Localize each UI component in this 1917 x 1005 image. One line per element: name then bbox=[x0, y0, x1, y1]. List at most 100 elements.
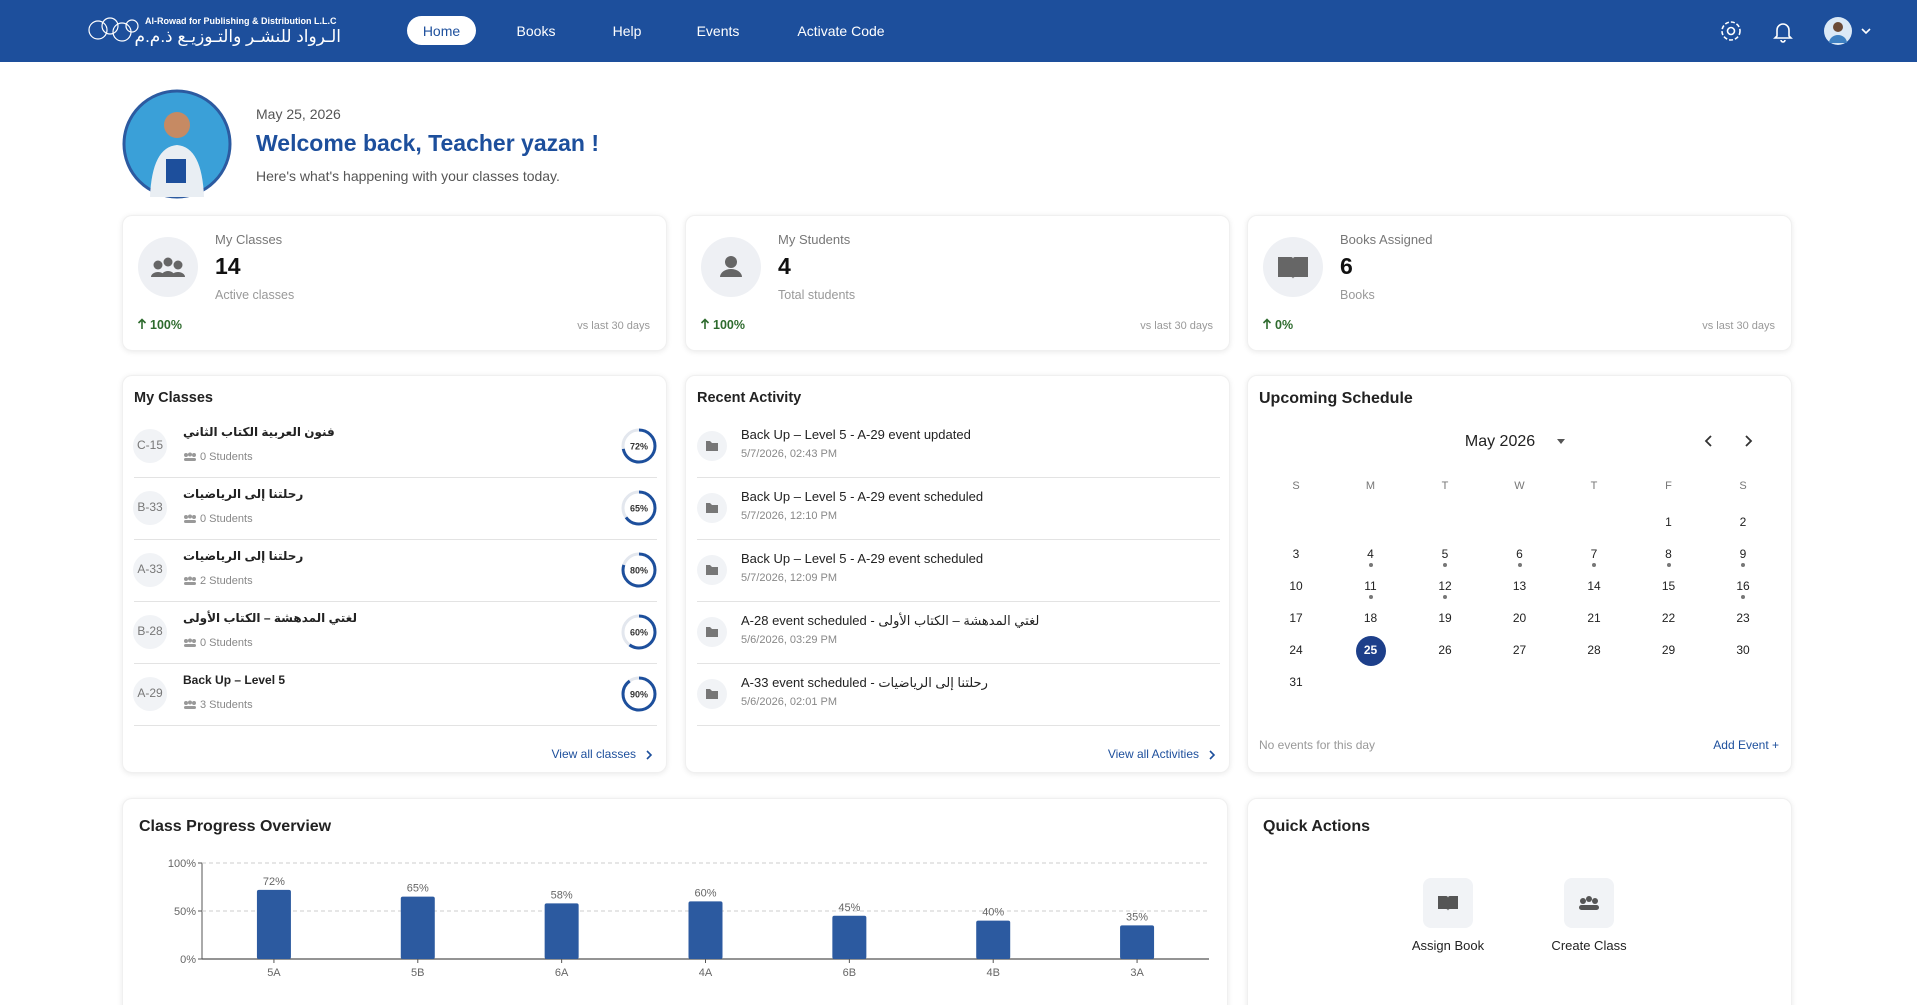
calendar-day[interactable]: 16 bbox=[1736, 579, 1750, 593]
nav-link[interactable]: Activate Code bbox=[797, 23, 885, 39]
activity-title: رحلتنا إلى الرياضيات - A-33 event schedu… bbox=[741, 675, 988, 690]
row-divider bbox=[134, 539, 657, 540]
class-name[interactable]: Back Up – Level 5 bbox=[183, 673, 286, 687]
bar bbox=[256, 889, 291, 959]
people bbox=[192, 515, 196, 519]
welcome-date: May 25, 2026 bbox=[256, 106, 341, 122]
calendar-day[interactable]: 25 bbox=[1363, 643, 1378, 657]
stat-change: 100% bbox=[713, 318, 745, 332]
ring-progress bbox=[621, 428, 657, 464]
add-event-link[interactable]: Add Event + bbox=[1713, 738, 1779, 752]
calendar-day[interactable]: 12 bbox=[1438, 579, 1452, 593]
row-divider bbox=[697, 477, 1220, 478]
calendar-day[interactable]: 29 bbox=[1661, 643, 1676, 657]
calendar-day[interactable]: 19 bbox=[1438, 611, 1452, 625]
nav-link[interactable]: Books bbox=[516, 23, 556, 39]
action-icon bbox=[1438, 896, 1458, 911]
logo-mark bbox=[88, 17, 139, 42]
calendar-day[interactable]: 10 bbox=[1289, 579, 1303, 593]
calendar-day[interactable]: 14 bbox=[1587, 579, 1601, 593]
people bbox=[163, 257, 173, 267]
calendar-day[interactable]: 5 bbox=[1441, 547, 1449, 561]
quick-action-button[interactable] bbox=[1423, 878, 1473, 928]
calendar-day[interactable]: 22 bbox=[1661, 611, 1676, 625]
view-all-activities-link[interactable]: View all Activities bbox=[1107, 747, 1199, 761]
people bbox=[184, 577, 188, 581]
calendar-day[interactable]: 20 bbox=[1512, 611, 1527, 625]
trend-up-icon bbox=[700, 318, 710, 329]
stat-caption: Active classes bbox=[215, 288, 295, 302]
calendar-day[interactable]: 8 bbox=[1665, 547, 1672, 561]
calendar-day[interactable]: 13 bbox=[1512, 579, 1527, 593]
calendar-day[interactable]: 4 bbox=[1367, 547, 1374, 561]
class-name[interactable]: رحلتنا إلى الرياضيات bbox=[183, 487, 304, 501]
calendar-day[interactable]: 6 bbox=[1516, 547, 1523, 561]
bar bbox=[544, 903, 579, 959]
calendar-day[interactable]: 31 bbox=[1289, 675, 1303, 689]
calendar-day[interactable]: 27 bbox=[1512, 643, 1527, 657]
calendar-day[interactable]: 30 bbox=[1736, 643, 1750, 657]
people bbox=[184, 515, 188, 519]
people-body bbox=[184, 520, 196, 523]
notifications-icon bbox=[1773, 23, 1793, 43]
bar bbox=[976, 920, 1011, 959]
progress-ring: 65% bbox=[621, 490, 657, 526]
quick-action-label[interactable]: Assign Book bbox=[1411, 938, 1485, 953]
calendar-day[interactable]: 21 bbox=[1587, 611, 1601, 625]
calendar-day[interactable]: 2 bbox=[1739, 515, 1747, 529]
calendar-day[interactable]: 15 bbox=[1661, 579, 1676, 593]
people-body bbox=[1579, 905, 1599, 910]
nav-link[interactable]: Help bbox=[612, 23, 642, 39]
icon-bg bbox=[138, 237, 198, 297]
arrow bbox=[1262, 318, 1272, 329]
calendar-day[interactable]: 24 bbox=[1289, 643, 1303, 657]
calendar-day[interactable]: 17 bbox=[1289, 611, 1303, 625]
stat-label: My Students bbox=[778, 232, 851, 247]
event-dot bbox=[1368, 595, 1373, 599]
weekday-label: T bbox=[1441, 480, 1449, 492]
chevron-icon[interactable] bbox=[1861, 26, 1871, 36]
stat-period: vs last 30 days bbox=[1140, 320, 1213, 332]
people-body bbox=[184, 582, 196, 585]
y-tick-label: 50% bbox=[174, 906, 196, 918]
next-month[interactable] bbox=[1742, 434, 1754, 448]
calendar-day[interactable]: 28 bbox=[1587, 643, 1601, 657]
calendar-day[interactable]: 18 bbox=[1363, 611, 1378, 625]
calendar-day[interactable]: 3 bbox=[1292, 547, 1300, 561]
class-name[interactable]: فنون العربية الكتاب الثاني bbox=[183, 425, 335, 439]
calendar-month[interactable]: May 2026 bbox=[1464, 433, 1536, 450]
calendar-day[interactable]: 11 bbox=[1364, 579, 1377, 593]
calendar-day[interactable]: 26 bbox=[1438, 643, 1452, 657]
folder bbox=[706, 689, 718, 699]
activity-time: 5/7/2026, 02:43 PM bbox=[741, 448, 838, 460]
class-students: 0 Students bbox=[200, 451, 253, 463]
calendar-day[interactable]: 7 bbox=[1590, 547, 1598, 561]
card-title: Recent Activity bbox=[697, 390, 802, 406]
photo-book bbox=[166, 159, 186, 183]
class-name[interactable]: رحلتنا إلى الرياضيات bbox=[183, 549, 304, 563]
people bbox=[1586, 896, 1592, 902]
view-all-classes-link[interactable]: View all classes bbox=[551, 747, 636, 761]
prev-month[interactable] bbox=[1703, 434, 1715, 448]
class-students: 2 Students bbox=[200, 575, 253, 587]
calendar-day[interactable]: 1 bbox=[1665, 515, 1672, 529]
user-avatar bbox=[1824, 17, 1852, 45]
nav-link[interactable]: Home bbox=[422, 23, 461, 39]
nav-home-pill[interactable]: Home bbox=[407, 16, 476, 45]
ring-label: 72% bbox=[630, 442, 648, 452]
event-dot bbox=[1368, 563, 1373, 567]
class-name[interactable]: لغتي المدهشة – الكتاب الأولى bbox=[183, 611, 357, 625]
quick-action-label[interactable]: Create Class bbox=[1551, 938, 1627, 953]
quick-action-button[interactable] bbox=[1564, 878, 1614, 928]
progress-ring: 80% bbox=[621, 552, 657, 588]
avatar-head bbox=[1833, 22, 1843, 32]
calendar-day[interactable]: 9 bbox=[1739, 547, 1747, 561]
nav-link[interactable]: Events bbox=[696, 23, 740, 39]
stat-change: 100% bbox=[150, 318, 182, 332]
person bbox=[725, 256, 737, 268]
activity-time: 5/7/2026, 12:10 PM bbox=[741, 510, 838, 522]
calendar-day[interactable]: 23 bbox=[1736, 611, 1750, 625]
x-tick-label: 4B bbox=[986, 967, 999, 979]
stat-icon bbox=[138, 237, 198, 297]
